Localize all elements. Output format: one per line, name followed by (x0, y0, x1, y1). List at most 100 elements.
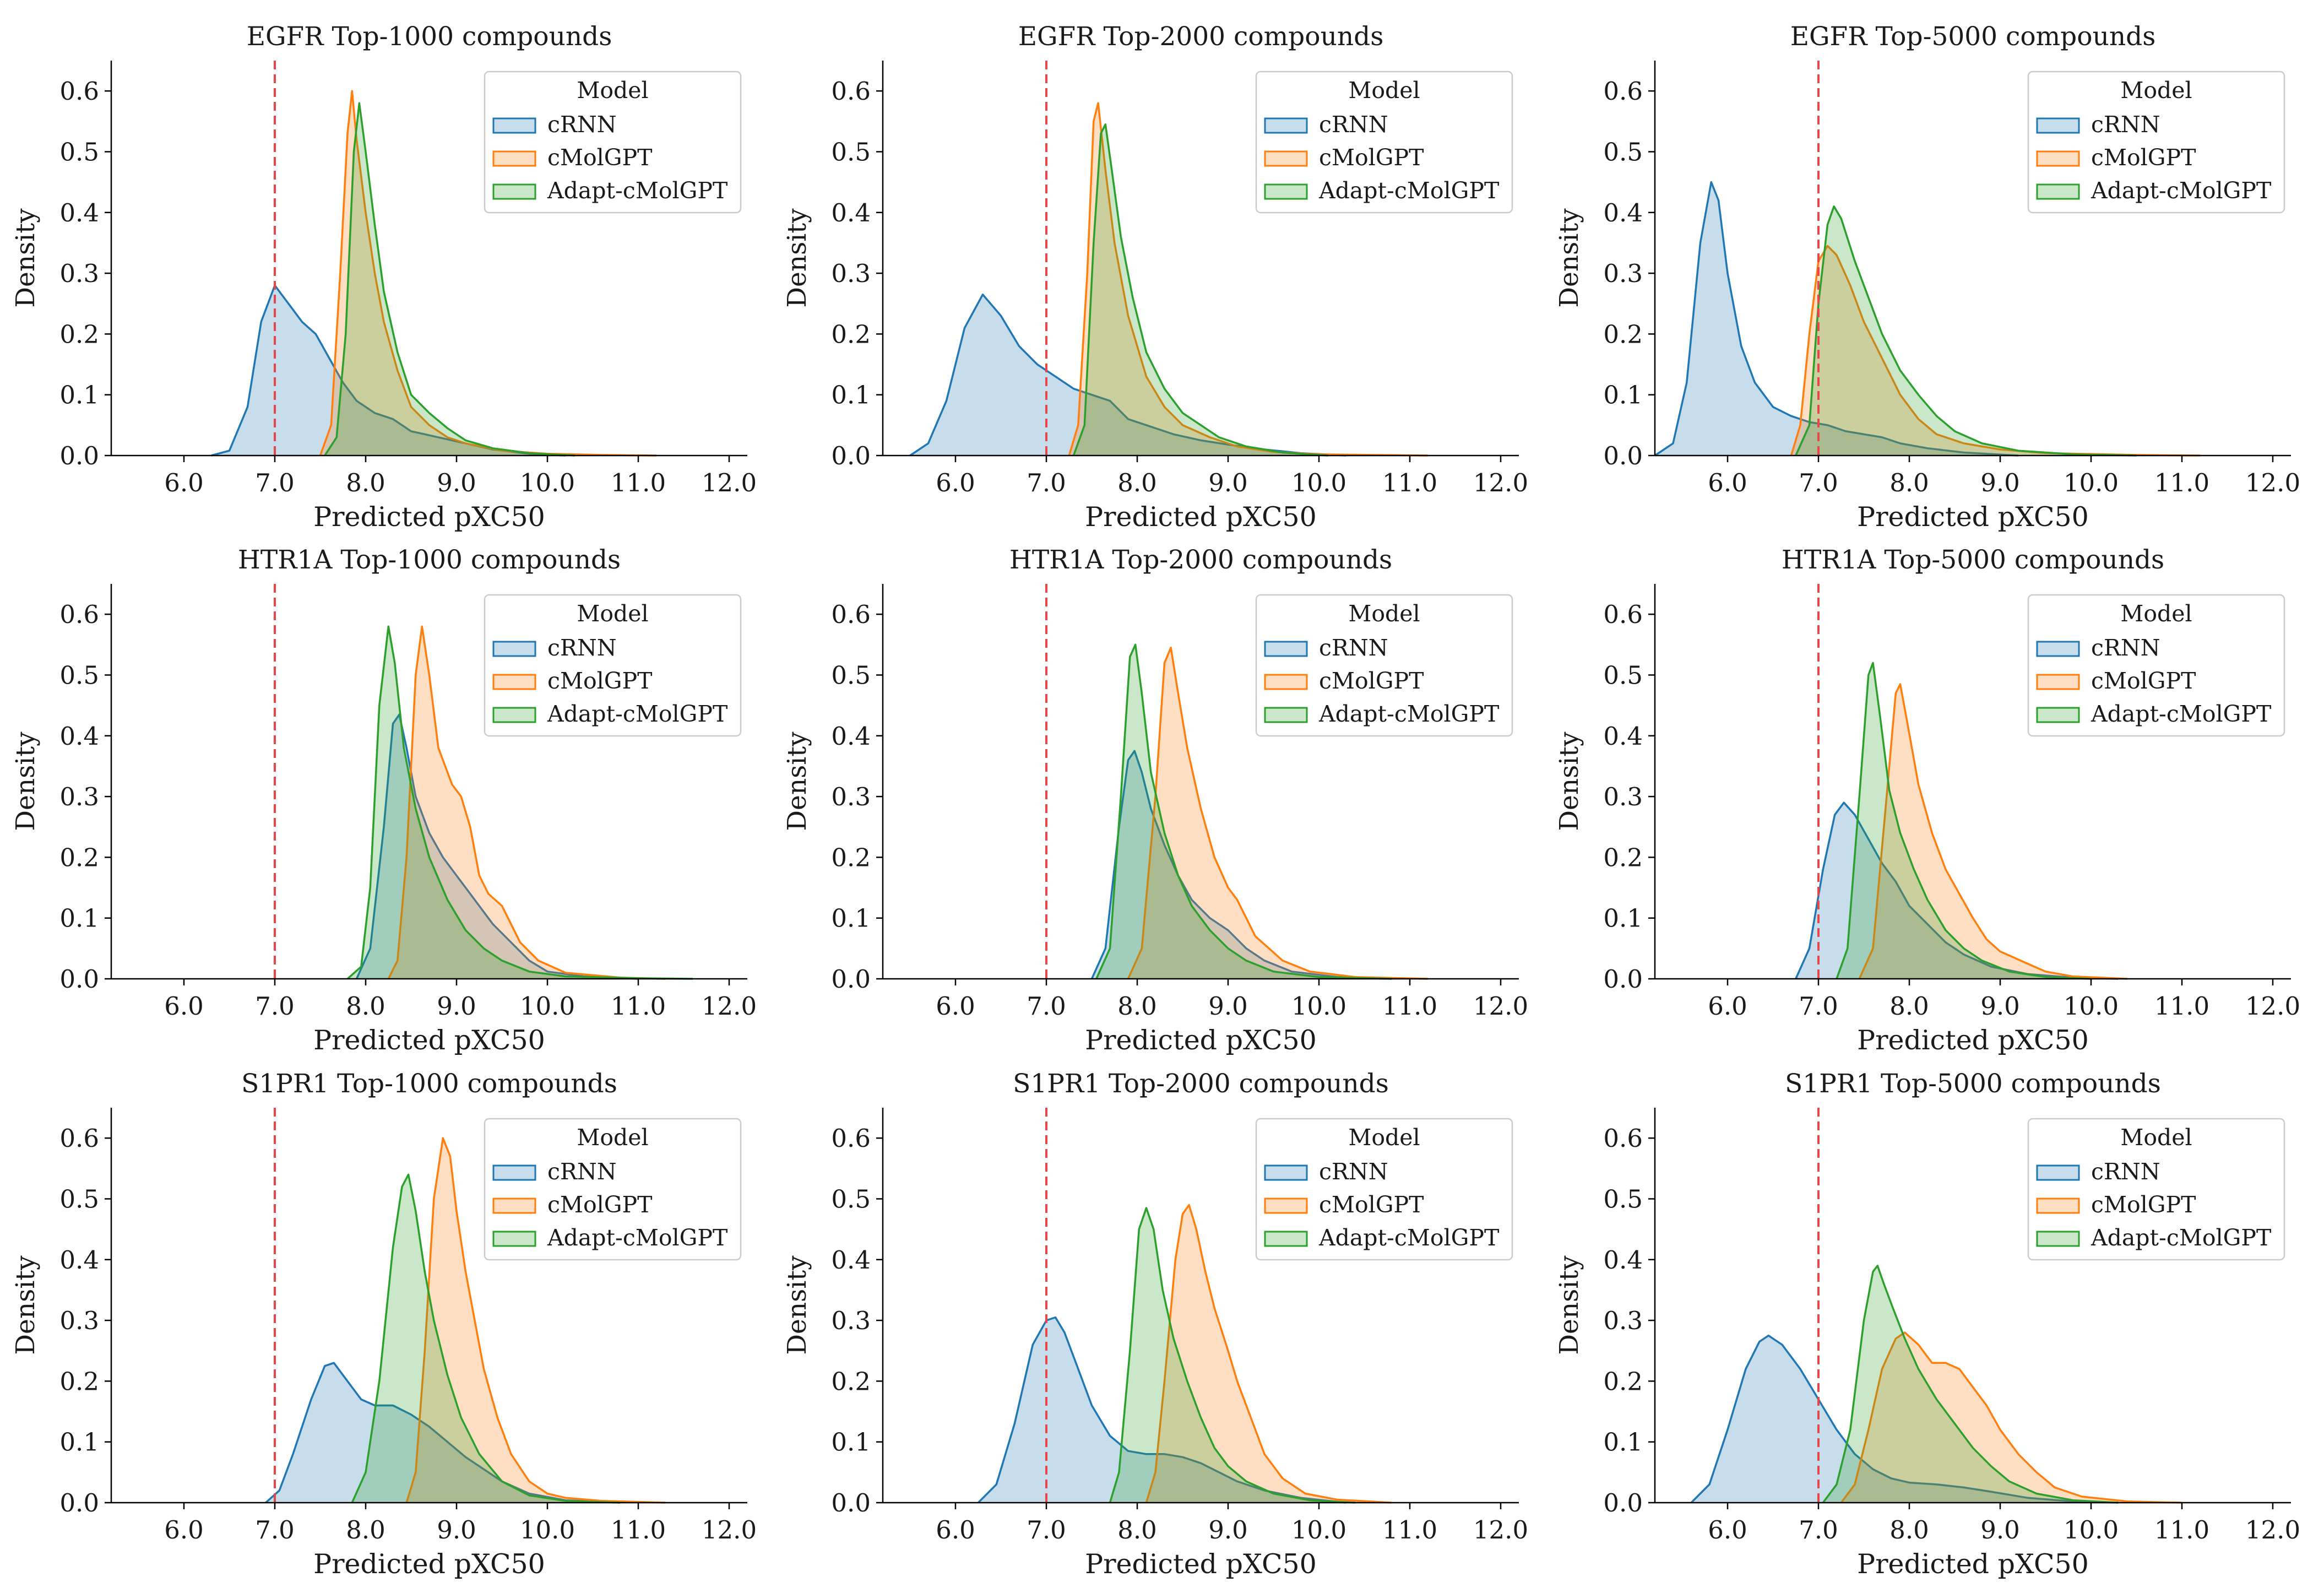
y-tick-label: 0.4 (1603, 722, 1643, 751)
x-tick-label: 9.0 (437, 991, 476, 1021)
y-tick-label: 0.2 (59, 843, 99, 872)
y-tick-label: 0.3 (831, 259, 871, 288)
legend-label-cMolGPT: cMolGPT (2091, 1191, 2196, 1218)
legend-label-cMolGPT: cMolGPT (547, 668, 652, 694)
x-tick-label: 11.0 (1382, 468, 1437, 497)
density-fill-cRNN (1795, 803, 2119, 979)
legend-title: Model (1348, 600, 1420, 627)
density-curve-cMolGPT (405, 1137, 666, 1504)
x-tick-label: 11.0 (611, 1515, 666, 1545)
density-fill-cRNN (211, 285, 566, 456)
legend-box (1255, 71, 1513, 214)
y-tick-label: 0.2 (1603, 319, 1643, 349)
legend-swatch-Adapt-cMolGPT (2036, 1231, 2080, 1247)
legend-label-cMolGPT: cMolGPT (1319, 1191, 1424, 1218)
legend-box (484, 594, 742, 737)
legend-swatch-Adapt-cMolGPT (1264, 1231, 1308, 1247)
y-tick-label: 0.1 (59, 1428, 99, 1457)
x-tick-label: 6.0 (936, 991, 975, 1021)
density-fill-cMolGPT (1791, 246, 2200, 456)
y-tick-label: 0.6 (831, 600, 871, 629)
x-axis-label: Predicted pXC50 (313, 501, 545, 533)
density-curve-Adapt-cMolGPT (1095, 643, 1392, 980)
x-axis-label: Predicted pXC50 (1857, 1025, 2089, 1056)
x-tick-label: 10.0 (520, 1515, 575, 1545)
y-tick-label: 0.1 (1603, 381, 1643, 410)
legend: Model cRNN cMolGPT Adapt-cMolGPT (484, 1118, 742, 1261)
y-tick-label: 0.3 (59, 782, 99, 811)
x-axis-label: Predicted pXC50 (1857, 501, 2089, 533)
y-tick-label: 0.6 (59, 1124, 99, 1153)
legend-label-Adapt-cMolGPT: Adapt-cMolGPT (1318, 701, 1499, 727)
density-curve-cRNN (1654, 181, 2019, 457)
y-tick-label: 0.1 (831, 904, 871, 933)
legend-swatch-cMolGPT (492, 674, 536, 690)
density-fill-Adapt-cMolGPT (1096, 644, 1392, 979)
y-tick-label: 0.0 (831, 965, 871, 994)
x-tick-label: 9.0 (1980, 991, 2020, 1021)
subplot-8: S1PR1 Top-2000 compounds 0.0 0.1 0.2 0.3 0.4 0… (782, 1069, 1528, 1580)
x-tick-label: 6.0 (164, 991, 204, 1021)
legend-box (1255, 1118, 1513, 1261)
y-tick-label: 0.6 (1603, 600, 1643, 629)
legend-swatch-Adapt-cMolGPT (492, 1231, 536, 1247)
legend-box (2027, 71, 2285, 214)
y-tick-label: 0.5 (59, 137, 99, 166)
y-axis-label: Density (10, 208, 41, 308)
x-tick-label: 6.0 (1708, 468, 1747, 497)
density-fill-Adapt-cMolGPT (1823, 1265, 2119, 1503)
legend-swatch-Adapt-cMolGPT (2036, 183, 2080, 200)
density-curve-Adapt-cMolGPT (1795, 205, 2137, 457)
x-tick-label: 10.0 (1291, 991, 1346, 1021)
x-tick-label: 6.0 (936, 1515, 975, 1545)
x-tick-label: 9.0 (1208, 991, 1248, 1021)
legend-label-Adapt-cMolGPT: Adapt-cMolGPT (547, 1224, 727, 1251)
legend-label-cRNN: cRNN (1319, 1158, 1388, 1185)
density-curve-Adapt-cMolGPT (1072, 123, 1328, 457)
x-tick-label: 12.0 (2245, 468, 2300, 497)
density-fill-Adapt-cMolGPT (1110, 1208, 1355, 1503)
density-fill-cMolGPT (320, 91, 656, 456)
legend-label-cRNN: cRNN (547, 635, 617, 661)
density-curve-Adapt-cMolGPT (1822, 1265, 2119, 1504)
x-tick-label: 12.0 (1473, 468, 1528, 497)
subplot-7: S1PR1 Top-1000 compounds 0.0 0.1 0.2 0.3 0.4 0… (10, 1069, 757, 1580)
x-tick-label: 12.0 (2245, 991, 2300, 1021)
legend: Model cRNN cMolGPT Adapt-cMolGPT (1255, 594, 1513, 737)
subplot-title: HTR1A Top-5000 compounds (1782, 545, 2164, 575)
x-tick-label: 8.0 (1889, 991, 1929, 1021)
legend-swatch-cMolGPT (492, 1198, 536, 1214)
y-tick-label: 0.0 (59, 1488, 99, 1518)
x-tick-label: 7.0 (1799, 1515, 1838, 1545)
density-curve-cMolGPT (387, 625, 666, 980)
x-tick-label: 8.0 (346, 991, 385, 1021)
legend-title: Model (2120, 600, 2192, 627)
y-tick-label: 0.4 (59, 1245, 99, 1275)
x-tick-label: 6.0 (164, 468, 204, 497)
y-tick-label: 0.0 (831, 441, 871, 470)
y-tick-label: 0.2 (831, 319, 871, 349)
y-tick-label: 0.6 (1603, 1124, 1643, 1153)
density-curve-cMolGPT (1840, 1331, 2182, 1504)
x-tick-label: 9.0 (1208, 468, 1248, 497)
x-axis-label: Predicted pXC50 (1085, 1548, 1317, 1580)
x-tick-label: 11.0 (611, 468, 666, 497)
density-fill-cRNN (356, 714, 638, 979)
legend-label-cMolGPT: cMolGPT (2091, 668, 2196, 694)
y-tick-label: 0.5 (1603, 1184, 1643, 1213)
x-axis-label: Predicted pXC50 (313, 1025, 545, 1056)
density-fill-Adapt-cMolGPT (1073, 124, 1328, 456)
density-fill-cRNN (1092, 751, 1392, 979)
legend-box (2027, 594, 2285, 737)
y-tick-label: 0.6 (831, 1124, 871, 1153)
x-tick-label: 7.0 (1027, 1515, 1066, 1545)
y-tick-label: 0.5 (59, 660, 99, 690)
y-tick-label: 0.1 (59, 904, 99, 933)
x-tick-label: 7.0 (1799, 468, 1838, 497)
x-tick-label: 8.0 (346, 1515, 385, 1545)
legend-title: Model (577, 600, 648, 627)
x-tick-label: 12.0 (702, 468, 757, 497)
x-tick-label: 9.0 (1208, 1515, 1248, 1545)
y-axis-label: Density (10, 1255, 41, 1355)
legend-box (1255, 594, 1513, 737)
